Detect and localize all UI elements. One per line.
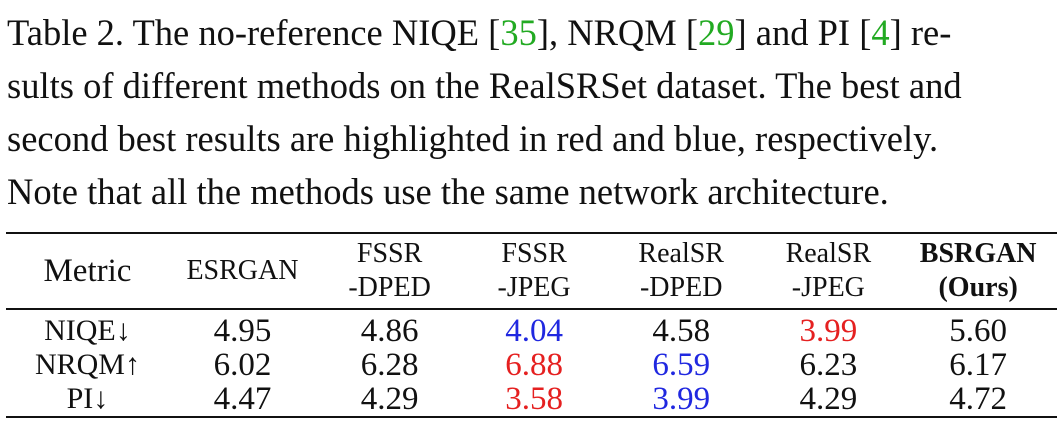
row-metric-label: PI↓ [66, 382, 109, 415]
table-cell-second-best: 3.99 [652, 381, 711, 417]
table-row: NRQM↑ 6.02 6.28 6.88 6.59 6.23 6.17 [6, 348, 1057, 382]
header-fssr-jpeg: FSSR -JPEG [497, 238, 571, 303]
results-table: Metric ESRGAN FSSR -DPED FSSR -JPEG RealSR… [6, 232, 1057, 418]
row-metric-label: NIQE↓ [44, 314, 131, 347]
table-cell: 6.28 [360, 347, 419, 383]
header-fssr-dped: FSSR -DPED [348, 238, 431, 303]
header-realsr-jpeg: RealSR -JPEG [785, 238, 872, 303]
results-table-container: Metric ESRGAN FSSR -DPED FSSR -JPEG RealSR… [6, 232, 1057, 428]
table-cell: 6.23 [799, 347, 858, 383]
table-cell-best: 3.58 [505, 381, 563, 417]
table-cell-best: 6.88 [505, 347, 563, 383]
table-header-row: Metric ESRGAN FSSR -DPED FSSR -JPEG RealSR… [6, 233, 1057, 309]
table-cell-second-best: 6.59 [652, 347, 711, 383]
caption-line-3: second best results are highlighted in r… [7, 118, 939, 159]
table-cell: 6.02 [213, 347, 272, 383]
header-esrgan: ESRGAN [186, 255, 299, 286]
caption-line-1: Table 2. The no-reference NIQE [35], NRQ… [7, 6, 1055, 59]
caption-text: ] and PI [ [734, 12, 872, 53]
header-metric: Metric [43, 253, 132, 289]
table-cell: 4.72 [949, 381, 1008, 417]
table-cell-best: 3.99 [799, 313, 858, 349]
table-row: PI↓ 4.47 4.29 3.58 3.99 4.29 4.72 [6, 382, 1057, 417]
table-cell: 4.95 [213, 313, 272, 349]
caption-text: ], NRQM [ [536, 12, 699, 53]
table-cell: 4.47 [213, 381, 272, 417]
table-cell: 5.60 [949, 313, 1008, 349]
header-realsr-dped: RealSR -DPED [638, 238, 724, 303]
caption-line-2: sults of different methods on the RealSR… [7, 65, 962, 106]
table-cell-second-best: 4.04 [505, 313, 563, 349]
table-cell: 4.29 [360, 381, 419, 417]
table-cell: 4.86 [360, 313, 419, 349]
header-bsrgan-ours: BSRGAN (Ours) [919, 238, 1037, 303]
table-cell: 6.17 [949, 347, 1008, 383]
citation-link-29[interactable]: 29 [698, 12, 735, 53]
citation-link-35[interactable]: 35 [500, 12, 537, 53]
table-cell: 4.58 [652, 313, 711, 349]
row-metric-label: NRQM↑ [34, 348, 140, 381]
caption-text: Table 2. The no-reference NIQE [ [7, 12, 501, 53]
table-cell: 4.29 [799, 381, 858, 417]
table-row: NIQE↓ 4.95 4.86 4.04 4.58 3.99 5.60 [6, 309, 1057, 348]
citation-link-4[interactable]: 4 [871, 12, 890, 53]
caption-text: ] re- [889, 12, 952, 53]
table-caption: Table 2. The no-reference NIQE [35], NRQ… [7, 6, 1055, 218]
caption-line-4: Note that all the methods use the same n… [7, 171, 889, 212]
